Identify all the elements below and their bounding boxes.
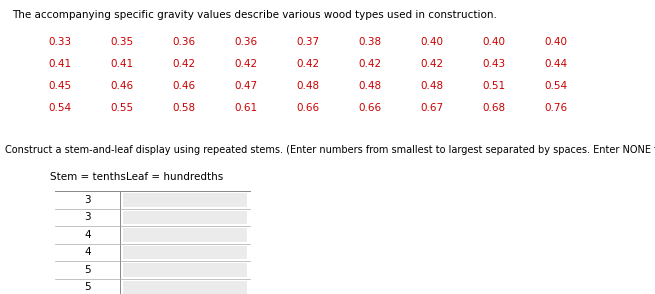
Text: 0.46: 0.46 (111, 81, 134, 91)
Text: 0.44: 0.44 (544, 59, 568, 69)
Text: 3: 3 (84, 212, 91, 222)
Text: 0.48: 0.48 (358, 81, 382, 91)
Text: 0.66: 0.66 (297, 103, 320, 113)
Text: 0.67: 0.67 (421, 103, 443, 113)
Text: 0.42: 0.42 (421, 59, 443, 69)
Text: 0.42: 0.42 (297, 59, 320, 69)
Text: 0.55: 0.55 (111, 103, 134, 113)
Text: Construct a stem-and-leaf display using repeated stems. (Enter numbers from smal: Construct a stem-and-leaf display using … (5, 145, 655, 155)
Text: 0.48: 0.48 (421, 81, 443, 91)
Bar (123, 193, 247, 206)
Text: 0.42: 0.42 (358, 59, 382, 69)
Text: 0.36: 0.36 (234, 37, 257, 47)
Text: 5: 5 (84, 265, 91, 275)
Text: 4: 4 (84, 247, 91, 257)
Text: 4: 4 (84, 230, 91, 240)
Text: 0.48: 0.48 (297, 81, 320, 91)
Text: Leaf = hundredths: Leaf = hundredths (126, 172, 223, 182)
Text: 0.40: 0.40 (544, 37, 567, 47)
Text: 0.35: 0.35 (111, 37, 134, 47)
Text: 0.36: 0.36 (172, 37, 196, 47)
Text: 0.33: 0.33 (48, 37, 71, 47)
Text: 0.41: 0.41 (48, 59, 71, 69)
Text: 0.41: 0.41 (111, 59, 134, 69)
Bar (123, 228, 247, 241)
Text: 0.45: 0.45 (48, 81, 71, 91)
Text: 5: 5 (84, 282, 91, 292)
Text: Stem = tenths: Stem = tenths (50, 172, 126, 182)
Text: 0.42: 0.42 (172, 59, 196, 69)
Text: 0.54: 0.54 (48, 103, 71, 113)
Bar (123, 263, 247, 276)
Text: 0.61: 0.61 (234, 103, 257, 113)
Bar (123, 211, 247, 224)
Text: 0.54: 0.54 (544, 81, 568, 91)
Text: 0.46: 0.46 (172, 81, 196, 91)
Text: 0.40: 0.40 (421, 37, 443, 47)
Text: 0.68: 0.68 (483, 103, 506, 113)
Text: 0.47: 0.47 (234, 81, 257, 91)
Text: 0.37: 0.37 (297, 37, 320, 47)
Bar (123, 245, 247, 259)
Text: 0.66: 0.66 (358, 103, 382, 113)
Text: 0.43: 0.43 (483, 59, 506, 69)
Text: 0.76: 0.76 (544, 103, 568, 113)
Text: 0.58: 0.58 (172, 103, 196, 113)
Text: 0.40: 0.40 (483, 37, 506, 47)
Text: 3: 3 (84, 195, 91, 205)
Text: The accompanying specific gravity values describe various wood types used in con: The accompanying specific gravity values… (12, 10, 497, 20)
Text: 0.51: 0.51 (483, 81, 506, 91)
Text: 0.38: 0.38 (358, 37, 382, 47)
Bar (123, 280, 247, 294)
Text: 0.42: 0.42 (234, 59, 257, 69)
